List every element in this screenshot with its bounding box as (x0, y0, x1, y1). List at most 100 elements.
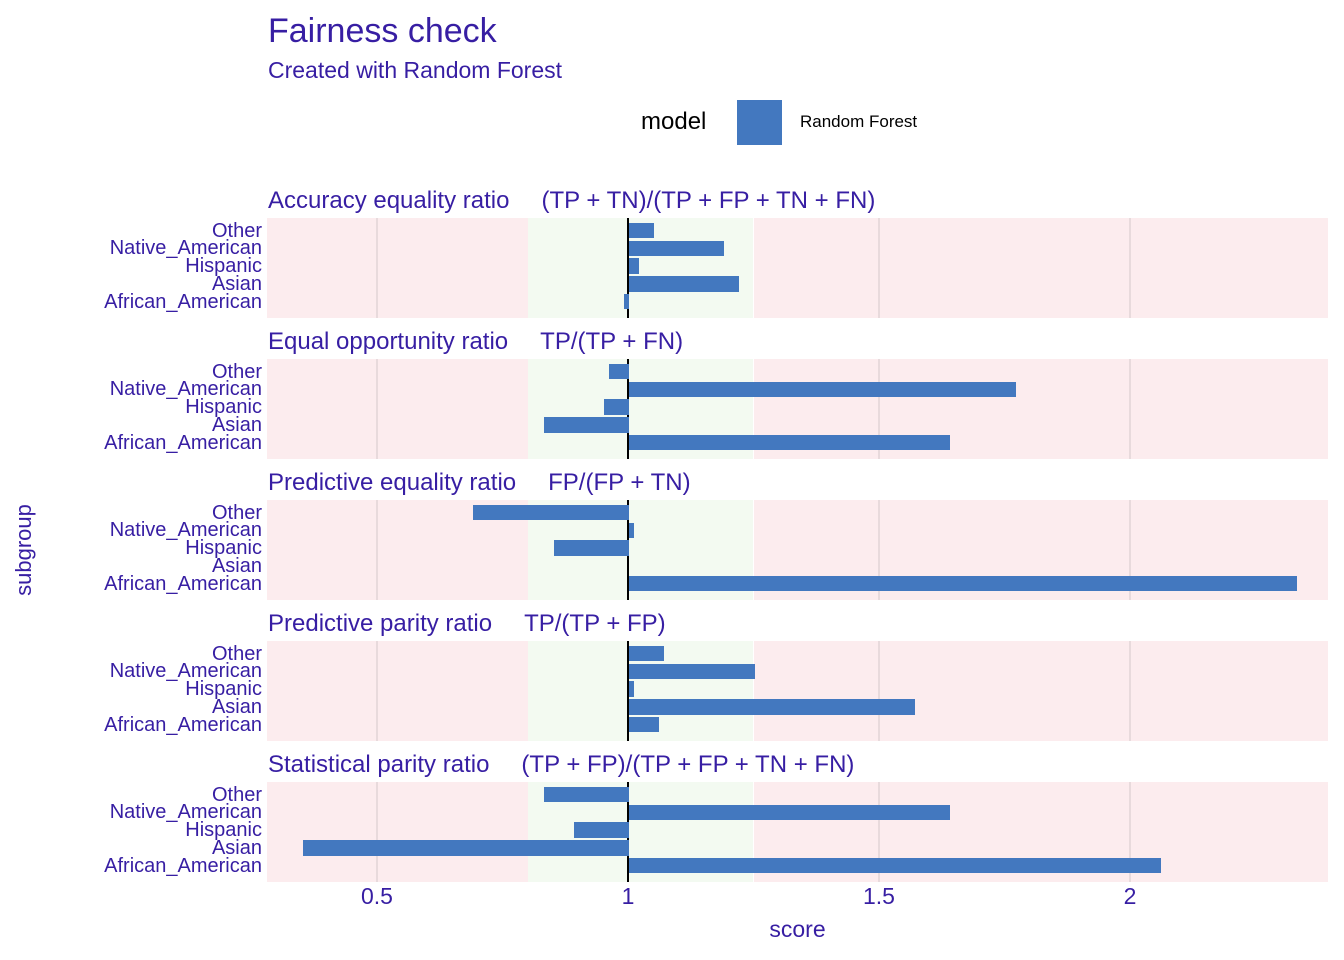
y-axis-label: subgroup (11, 504, 36, 596)
unfair-zone-left (267, 359, 528, 459)
legend-entry-label: Random Forest (800, 112, 918, 131)
panel-metric-formula: (TP + FP)/(TP + FP + TN + FN) (521, 751, 855, 778)
bar-other (473, 504, 629, 521)
y-tick-label-hispanic: Hispanic (185, 537, 262, 560)
gridline (376, 359, 378, 459)
panel-strip (267, 218, 1328, 318)
bar-african_american (629, 857, 1162, 874)
panel-title: Predictive parity ratio TP/(TP + FP) (268, 610, 666, 638)
legend: model Random Forest (0, 98, 1344, 146)
gridline (878, 218, 880, 318)
gridline (376, 500, 378, 600)
x-tick-label: 0.5 (361, 883, 393, 909)
y-tick-label-african_american: African_American (104, 713, 262, 736)
panel-title: Equal opportunity ratio TP/(TP + FN) (268, 328, 683, 356)
y-tick-label-native_american: Native_American (109, 237, 262, 260)
unfair-zone-left (267, 641, 528, 741)
panel-metric-formula: TP/(TP + FP) (524, 610, 666, 637)
panel-title-text: Predictive equality ratio (268, 469, 517, 496)
gridline (878, 359, 880, 459)
unfair-zone-left (267, 782, 528, 882)
bar-hispanic (573, 822, 629, 838)
y-tick-label-african_american: African_American (104, 431, 262, 454)
bar-african_american (629, 434, 951, 451)
y-tick-label-other: Other (211, 501, 262, 524)
y-tick-label-asian: Asian (211, 272, 262, 295)
bar-other (543, 786, 629, 803)
y-tick-label-other: Other (211, 360, 262, 383)
panel-strip (267, 500, 1328, 600)
bar-other (629, 222, 655, 239)
panel-metric-formula: TP/(TP + FN) (540, 328, 684, 355)
panel-metric-formula: (TP + TN)/(TP + FP + TN + FN) (541, 187, 876, 214)
bar-asian (543, 417, 629, 433)
bar-native_american (629, 240, 725, 257)
panel-title-text: Statistical parity ratio (268, 751, 490, 778)
panel-title: Predictive equality ratio FP/(FP + TN) (268, 469, 691, 497)
bar-asian (629, 699, 916, 715)
gridline (1129, 218, 1131, 318)
gridline (376, 641, 378, 741)
y-tick-label-other: Other (211, 783, 262, 806)
x-tick-label: 1 (621, 883, 635, 909)
baseline-line (627, 218, 629, 318)
y-tick-label-native_american: Native_American (109, 519, 262, 542)
y-tick-label-native_american: Native_American (109, 378, 262, 401)
gridline (878, 782, 880, 882)
bar-other (629, 645, 665, 662)
bar-african_american (629, 716, 660, 733)
x-tick-label: 1.5 (863, 883, 895, 909)
bar-african_american (629, 575, 1297, 592)
gridline (376, 782, 378, 882)
y-tick-label-african_american: African_American (104, 572, 262, 595)
y-tick-label-native_american: Native_American (109, 801, 262, 824)
legend-title: model (641, 108, 707, 135)
y-tick-label-asian: Asian (211, 836, 262, 859)
gridline (1129, 500, 1131, 600)
bar-hispanic (603, 399, 629, 415)
bar-hispanic (629, 681, 635, 697)
x-axis-label: score (769, 916, 826, 942)
panel-title: Accuracy equality ratio (TP + TN)/(TP + F… (268, 187, 875, 215)
y-tick-label-asian: Asian (211, 695, 262, 718)
y-tick-label-other: Other (211, 219, 262, 242)
bar-other (608, 363, 629, 380)
bar-native_american (629, 381, 1016, 398)
panel-title-text: Accuracy equality ratio (268, 187, 510, 214)
panel-metric-formula: FP/(FP + TN) (548, 469, 691, 496)
panel-title-text: Predictive parity ratio (268, 610, 493, 637)
bar-hispanic (553, 540, 629, 556)
gridline (376, 218, 378, 318)
unfair-zone-left (267, 218, 528, 318)
baseline-line (627, 641, 629, 741)
panel-strip (267, 641, 1328, 741)
page-title: Fairness check (268, 12, 497, 50)
chart-subtitle: Created with Random Forest (268, 57, 563, 83)
y-tick-label-native_american: Native_American (109, 660, 262, 683)
bar-african_american (623, 293, 629, 310)
y-tick-label-other: Other (211, 642, 262, 665)
bar-native_american (629, 663, 755, 680)
y-tick-label-asian: Asian (211, 413, 262, 436)
legend-swatch-random-forest (737, 100, 782, 145)
gridline (878, 500, 880, 600)
bar-hispanic (629, 258, 640, 274)
unfair-zone-right (753, 641, 1328, 741)
panel-strip (267, 782, 1328, 882)
y-tick-label-african_american: African_American (104, 854, 262, 877)
y-tick-label-hispanic: Hispanic (185, 255, 262, 278)
bar-asian (629, 276, 740, 292)
bar-asian (302, 840, 629, 856)
gridline (1129, 782, 1131, 882)
y-tick-label-asian: Asian (211, 554, 262, 577)
y-tick-label-hispanic: Hispanic (185, 819, 262, 842)
panel-title: Statistical parity ratio (TP + FP)/(TP + … (268, 751, 854, 779)
gridline (1129, 641, 1131, 741)
gridline (1129, 359, 1131, 459)
bar-native_american (629, 804, 951, 821)
bar-native_american (629, 522, 635, 539)
unfair-zone-right (753, 218, 1328, 318)
y-tick-label-hispanic: Hispanic (185, 396, 262, 419)
panel-strip (267, 359, 1328, 459)
